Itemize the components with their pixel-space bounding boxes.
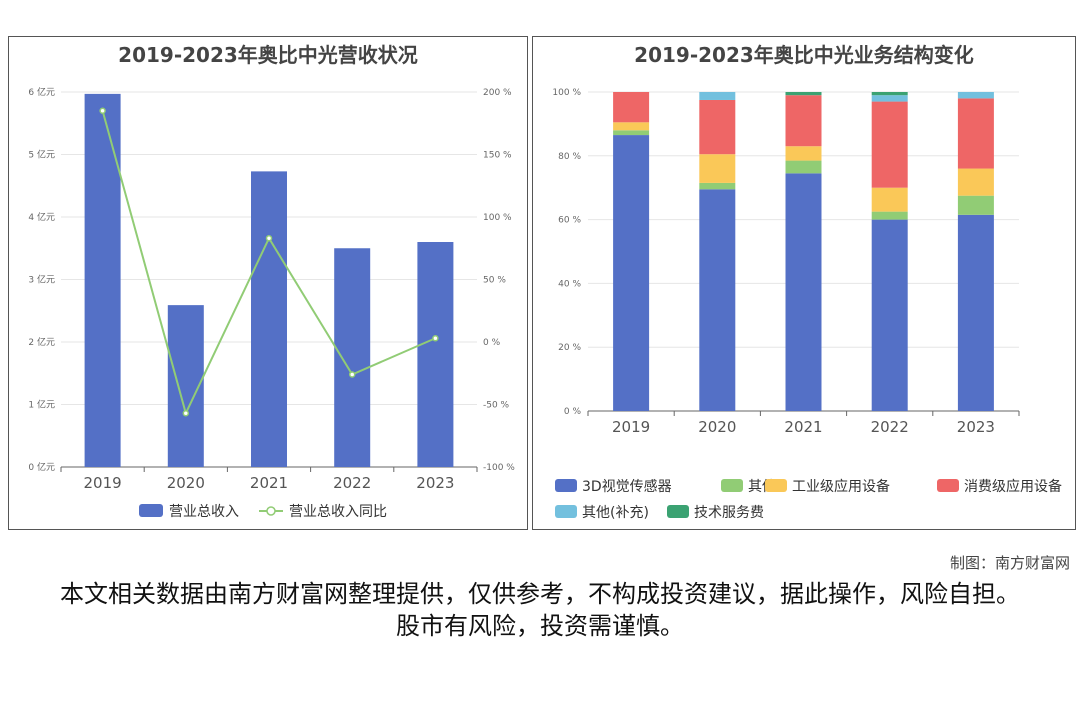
y-left-tick-label: 0 亿元 — [28, 461, 55, 473]
legend-swatch-revenue — [139, 504, 163, 517]
y-left-tick-label: 3 亿元 — [28, 274, 55, 286]
stack-segment — [871, 211, 908, 220]
yoy-point — [348, 371, 356, 378]
legend-marker-yoy — [266, 506, 276, 516]
stack-segment — [871, 187, 908, 212]
y-left-tick-label: 4 亿元 — [28, 211, 55, 223]
x-category-label: 2019 — [612, 418, 650, 436]
revenue-chart-panel: 2019-2023年奥比中光营收状况 0 亿元 1 亿元 2 亿元 3 亿元 4 亿元 5… — [8, 36, 528, 530]
yoy-point — [182, 410, 190, 417]
disclaimer-text: 本文相关数据由南方财富网整理提供，仅供参考，不构成投资建议，据此操作，风险自担。… — [60, 580, 1020, 640]
x-category-label: 2019 — [84, 474, 122, 492]
stack-segment — [699, 182, 736, 190]
stack-segment — [613, 135, 650, 411]
x-category-label: 2022 — [333, 474, 371, 492]
legend-label: 其他(补充) — [582, 505, 649, 521]
y-tick-label: 0 % — [564, 407, 582, 417]
stack-segment — [699, 189, 736, 411]
y-left-tick-label: 5 亿元 — [28, 149, 55, 161]
legend-label: 消费级应用设备 — [964, 478, 1062, 495]
stack-segment — [957, 214, 994, 411]
y-tick-label: 80 % — [558, 152, 581, 162]
stack-segment — [871, 101, 908, 188]
stack-segment — [871, 219, 908, 411]
legend-swatch — [721, 479, 743, 492]
y-right-tick-label: -100 % — [483, 463, 515, 473]
x-category-label: 2021 — [250, 474, 288, 492]
stack-segment — [613, 130, 650, 136]
revenue-bar — [334, 248, 371, 467]
stack-segment — [785, 160, 822, 174]
chart-credit: 制图：南方财富网 — [949, 554, 1070, 572]
yoy-point — [99, 107, 106, 114]
y-left-tick-label: 6 亿元 — [28, 86, 55, 98]
revenue-bar — [417, 242, 454, 467]
legend-swatch — [765, 479, 787, 492]
y-right-tick-label: 50 % — [483, 276, 506, 286]
legend-label: 技术服务费 — [694, 505, 764, 521]
legend-label: 工业级应用设备 — [792, 478, 890, 495]
legend-swatch — [555, 505, 577, 518]
stack-segment — [699, 99, 736, 155]
stack-segment — [957, 195, 994, 215]
x-category-label: 2023 — [416, 474, 454, 492]
y-left-tick-label: 1 亿元 — [28, 399, 55, 411]
x-category-label: 2020 — [167, 474, 205, 492]
legend-swatch — [555, 479, 577, 492]
y-tick-label: 40 % — [558, 279, 581, 289]
y-tick-label: 20 % — [558, 343, 581, 353]
revenue-bar — [84, 93, 121, 467]
y-right-tick-label: -50 % — [483, 401, 510, 411]
legend-label: 3D视觉传感器 — [582, 478, 672, 495]
yoy-point — [432, 335, 439, 342]
stack-segment — [785, 146, 822, 161]
legend-swatch — [937, 479, 959, 492]
business-structure-chart: 0 % 20 % 40 % 60 % 80 % 100 % 2019 2020 2021 2022… — [552, 88, 1062, 521]
stack-segment — [785, 92, 822, 96]
stack-segment — [785, 95, 822, 147]
x-category-label: 2021 — [784, 418, 822, 436]
legend-label-yoy: 营业总收入同比 — [289, 504, 387, 520]
stack-segment — [699, 154, 736, 183]
y-left-tick-label: 2 亿元 — [28, 336, 55, 348]
stack-segment — [785, 173, 822, 411]
y-tick-label: 60 % — [558, 216, 581, 226]
y-right-tick-label: 100 % — [483, 213, 512, 223]
stack-segment — [699, 92, 736, 100]
stack-segment — [957, 98, 994, 169]
stack-segment — [613, 122, 650, 131]
revenue-chart-title: 2019-2023年奥比中光营收状况 — [118, 43, 418, 67]
y-right-tick-label: 200 % — [483, 88, 512, 98]
x-category-label: 2023 — [957, 418, 995, 436]
x-category-label: 2020 — [698, 418, 736, 436]
stack-segment — [871, 92, 908, 96]
stack-segment — [957, 168, 994, 196]
stack-segment — [957, 92, 994, 99]
business-structure-chart-panel: 2019-2023年奥比中光业务结构变化 0 % 20 % 40 % 60 % 80 %… — [532, 36, 1076, 530]
x-category-label: 2022 — [871, 418, 909, 436]
stack-segment — [613, 92, 650, 123]
yoy-point — [265, 235, 273, 242]
legend-swatch — [667, 505, 689, 518]
y-right-tick-label: 150 % — [483, 151, 512, 161]
y-right-tick-label: 0 % — [483, 338, 501, 348]
legend-label-revenue: 营业总收入 — [169, 504, 239, 520]
stack-segment — [871, 95, 908, 102]
revenue-bar — [251, 171, 287, 467]
business-structure-chart-title: 2019-2023年奥比中光业务结构变化 — [634, 43, 974, 67]
y-tick-label: 100 % — [552, 88, 581, 98]
revenue-chart: 0 亿元 1 亿元 2 亿元 3 亿元 4 亿元 5 亿元 6 亿元 -100 % -50 % 0… — [28, 86, 515, 520]
